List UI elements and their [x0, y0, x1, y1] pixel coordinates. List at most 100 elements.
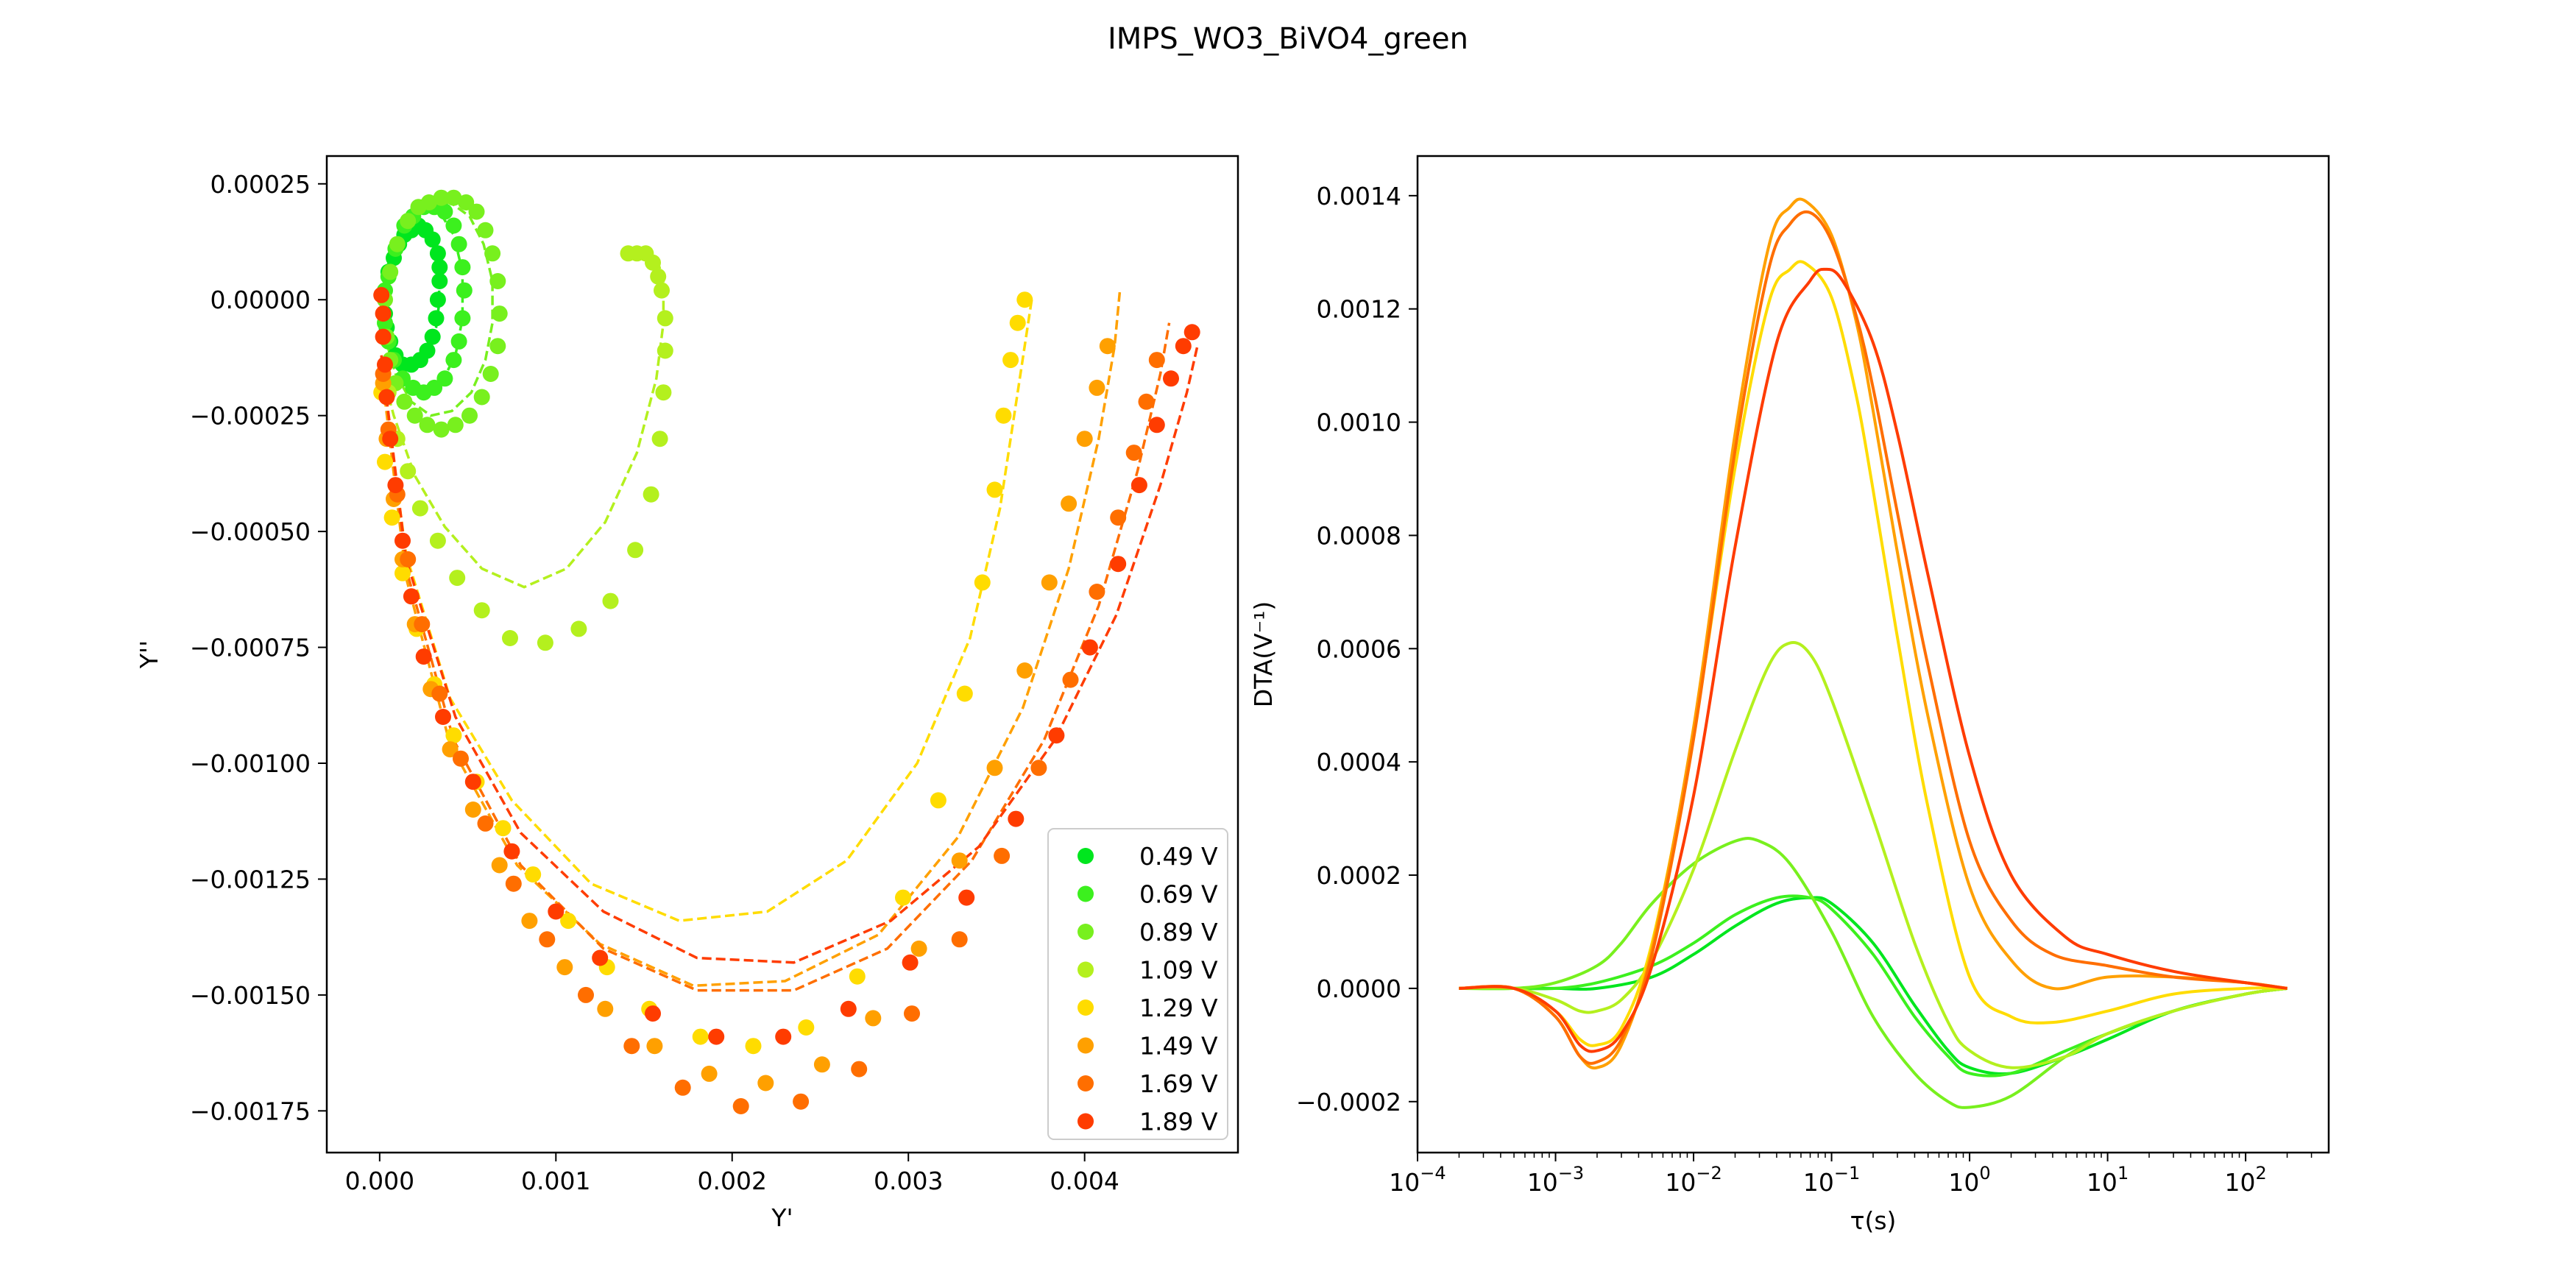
- y-tick-label: −0.0002: [1296, 1088, 1401, 1117]
- scatter-point-series-7: [394, 532, 411, 549]
- scatter-point-series-7: [840, 1000, 857, 1017]
- y-tick-label: 0.0010: [1317, 408, 1401, 437]
- scatter-point-series-7: [1081, 639, 1098, 656]
- scatter-point-series-7: [382, 431, 399, 447]
- scatter-point-series-5: [646, 1038, 663, 1055]
- y-tick-label: −0.00175: [190, 1097, 311, 1125]
- dta-axes: 10−4 10−3 10−2 10−1 100 101 102 0.00140.00120.…: [1249, 155, 2330, 1235]
- scatter-point-series-6: [1089, 584, 1105, 600]
- scatter-point-series-3: [657, 310, 673, 327]
- y-tick-label: 0.0002: [1317, 861, 1401, 890]
- scatter-point-series-6: [505, 875, 522, 892]
- scatter-point-series-5: [597, 1000, 614, 1017]
- scatter-point-series-3: [400, 463, 417, 480]
- scatter-point-series-6: [1125, 445, 1142, 461]
- scatter-point-series-2: [445, 189, 462, 206]
- scatter-point-series-6: [951, 931, 968, 948]
- scatter-point-series-6: [539, 931, 556, 948]
- scatter-point-series-7: [1110, 556, 1127, 573]
- legend-label: 1.69 V: [1139, 1069, 1218, 1098]
- dta-line-series-0: [1459, 896, 2287, 1075]
- scatter-point-series-7: [708, 1028, 725, 1045]
- scatter-point-series-7: [415, 648, 432, 665]
- scatter-point-series-5: [1041, 574, 1058, 591]
- scatter-point-series-2: [419, 417, 436, 434]
- scatter-point-series-2: [489, 338, 506, 355]
- scatter-point-series-5: [1061, 495, 1078, 512]
- x-tick-label: 102: [2224, 1163, 2266, 1197]
- scatter-point-series-6: [851, 1061, 868, 1078]
- y-tick-label: −0.00075: [190, 634, 311, 662]
- scatter-point-series-7: [958, 889, 975, 906]
- scatter-point-series-2: [447, 417, 464, 434]
- legend-label: 0.69 V: [1139, 880, 1218, 909]
- scatter-point-series-4: [1009, 314, 1026, 331]
- nyquist-legend: 0.49 V 0.69 V 0.89 V 1.09 V 1.29 V 1.49 V 1.69…: [1047, 828, 1228, 1140]
- scatter-point-series-7: [403, 588, 420, 605]
- scatter-point-series-4: [956, 685, 973, 702]
- scatter-point-series-2: [433, 189, 450, 206]
- scatter-point-series-6: [431, 685, 448, 702]
- scatter-point-series-0: [428, 310, 445, 327]
- scatter-point-series-6: [414, 616, 431, 633]
- scatter-point-series-4: [849, 968, 866, 985]
- scatter-point-series-2: [382, 263, 399, 280]
- scatter-point-series-6: [732, 1098, 749, 1114]
- scatter-point-series-6: [477, 815, 494, 832]
- fit-line-series-4: [380, 299, 1033, 922]
- y-tick-label: 0.0012: [1317, 295, 1401, 324]
- scatter-point-series-7: [375, 305, 392, 322]
- scatter-point-series-7: [1008, 810, 1025, 827]
- scatter-point-series-5: [556, 959, 573, 976]
- scatter-point-series-6: [400, 551, 417, 567]
- scatter-point-series-1: [454, 259, 471, 276]
- scatter-point-series-2: [420, 194, 437, 210]
- scatter-point-series-3: [473, 602, 490, 619]
- scatter-point-series-2: [491, 305, 508, 322]
- scatter-point-series-3: [657, 342, 673, 359]
- scatter-point-series-7: [377, 356, 393, 373]
- x-tick-label: 10−1: [1803, 1163, 1860, 1197]
- scatter-point-series-2: [396, 393, 413, 410]
- dta-line-series-3: [1459, 640, 2287, 1069]
- scatter-point-series-4: [895, 889, 911, 906]
- scatter-point-series-6: [1062, 671, 1079, 688]
- scatter-point-series-7: [1148, 417, 1165, 434]
- scatter-point-series-7: [1130, 477, 1147, 494]
- x-tick-label: 0.001: [521, 1167, 590, 1195]
- scatter-point-series-7: [902, 954, 919, 971]
- scatter-point-series-1: [454, 310, 471, 327]
- scatter-point-series-2: [489, 273, 506, 289]
- scatter-point-series-5: [951, 852, 968, 869]
- fit-line-series-2: [380, 201, 494, 417]
- scatter-point-series-2: [389, 236, 406, 252]
- scatter-point-series-2: [468, 203, 485, 220]
- scatter-point-series-7: [1163, 370, 1179, 387]
- dta-line-series-6: [1459, 210, 2287, 1065]
- scatter-point-series-2: [400, 213, 417, 230]
- scatter-point-series-3: [429, 532, 446, 549]
- y-tick-label: 0.0000: [1317, 974, 1401, 1003]
- scatter-point-series-6: [793, 1093, 810, 1110]
- scatter-point-series-7: [1175, 338, 1192, 355]
- x-tick-label: 100: [1948, 1163, 1990, 1197]
- legend-label: 1.49 V: [1139, 1032, 1218, 1061]
- scatter-point-series-5: [757, 1075, 774, 1091]
- legend-label: 0.49 V: [1139, 842, 1218, 871]
- scatter-point-series-5: [442, 741, 459, 758]
- scatter-point-series-6: [994, 847, 1011, 864]
- scatter-point-series-0: [424, 328, 441, 345]
- scatter-point-series-1: [445, 352, 462, 369]
- scatter-point-series-6: [453, 750, 469, 767]
- nyquist-x-axis-label: Y': [771, 1203, 793, 1232]
- legend-marker: [1078, 1113, 1094, 1130]
- nyquist-x-ticks: 0.000 0.001 0.002 0.003 0.004: [345, 1153, 1119, 1195]
- nyquist-scatter-points: [373, 189, 1200, 1114]
- scatter-point-series-5: [813, 1056, 830, 1073]
- scatter-point-series-3: [650, 268, 667, 285]
- figure-title: IMPS_WO3_BiVO4_green: [1108, 22, 1468, 56]
- scatter-point-series-5: [986, 760, 1003, 776]
- scatter-point-series-4: [377, 453, 393, 470]
